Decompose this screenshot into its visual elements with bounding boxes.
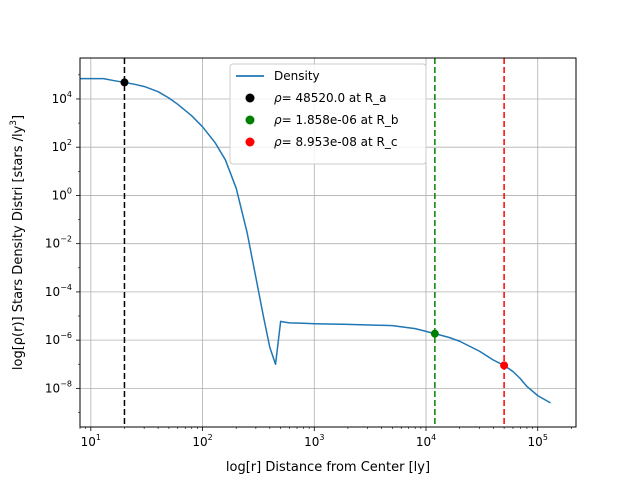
data-point-marker bbox=[430, 329, 439, 338]
density-series-line bbox=[80, 77, 551, 404]
y-tick-label: 102 bbox=[52, 138, 72, 154]
legend: Density ρ= 48520.0 at R_a ρ= 1.858e-06 at … bbox=[229, 63, 427, 165]
legend-entry-label: ρ= 1.858e-06 at R_b bbox=[274, 113, 398, 127]
y-tick-label: 10−8 bbox=[45, 379, 72, 395]
data-point-marker bbox=[500, 361, 509, 370]
data-point-marker bbox=[120, 78, 129, 87]
legend-marker-swatch bbox=[245, 115, 255, 125]
marker-layer bbox=[120, 78, 509, 370]
axes-frame bbox=[79, 57, 577, 428]
y-axis-label: log[ρ(r)] Stars Density Distri [stars /l… bbox=[9, 115, 26, 370]
legend-entry-label: ρ= 48520.0 at R_a bbox=[274, 91, 387, 105]
y-tick-label: 10−2 bbox=[45, 235, 72, 251]
x-tick-label: 105 bbox=[528, 433, 548, 449]
y-tick-label: 100 bbox=[52, 186, 72, 202]
y-tick-label: 104 bbox=[52, 90, 72, 106]
ticks-layer: 101 102 103 104 105 10−8 10−6 10−4 10−2 100 102 104 bbox=[45, 74, 572, 449]
y-tick-label: 10−6 bbox=[45, 331, 72, 347]
legend-marker-swatch bbox=[245, 137, 255, 147]
x-tick-label: 104 bbox=[416, 433, 436, 449]
legend-entry-label: Density bbox=[274, 69, 320, 83]
series-layer bbox=[80, 77, 551, 404]
legend-entry-label: ρ= 8.953e-08 at R_c bbox=[274, 135, 397, 149]
x-tick-label: 102 bbox=[192, 433, 212, 449]
x-tick-label: 101 bbox=[81, 433, 101, 449]
y-tick-label: 10−4 bbox=[45, 283, 72, 299]
legend-marker-swatch bbox=[245, 93, 255, 103]
x-tick-label: 103 bbox=[304, 433, 324, 449]
x-axis-label: log[r] Distance from Center [ly] bbox=[226, 460, 430, 475]
legend-box bbox=[229, 63, 427, 165]
